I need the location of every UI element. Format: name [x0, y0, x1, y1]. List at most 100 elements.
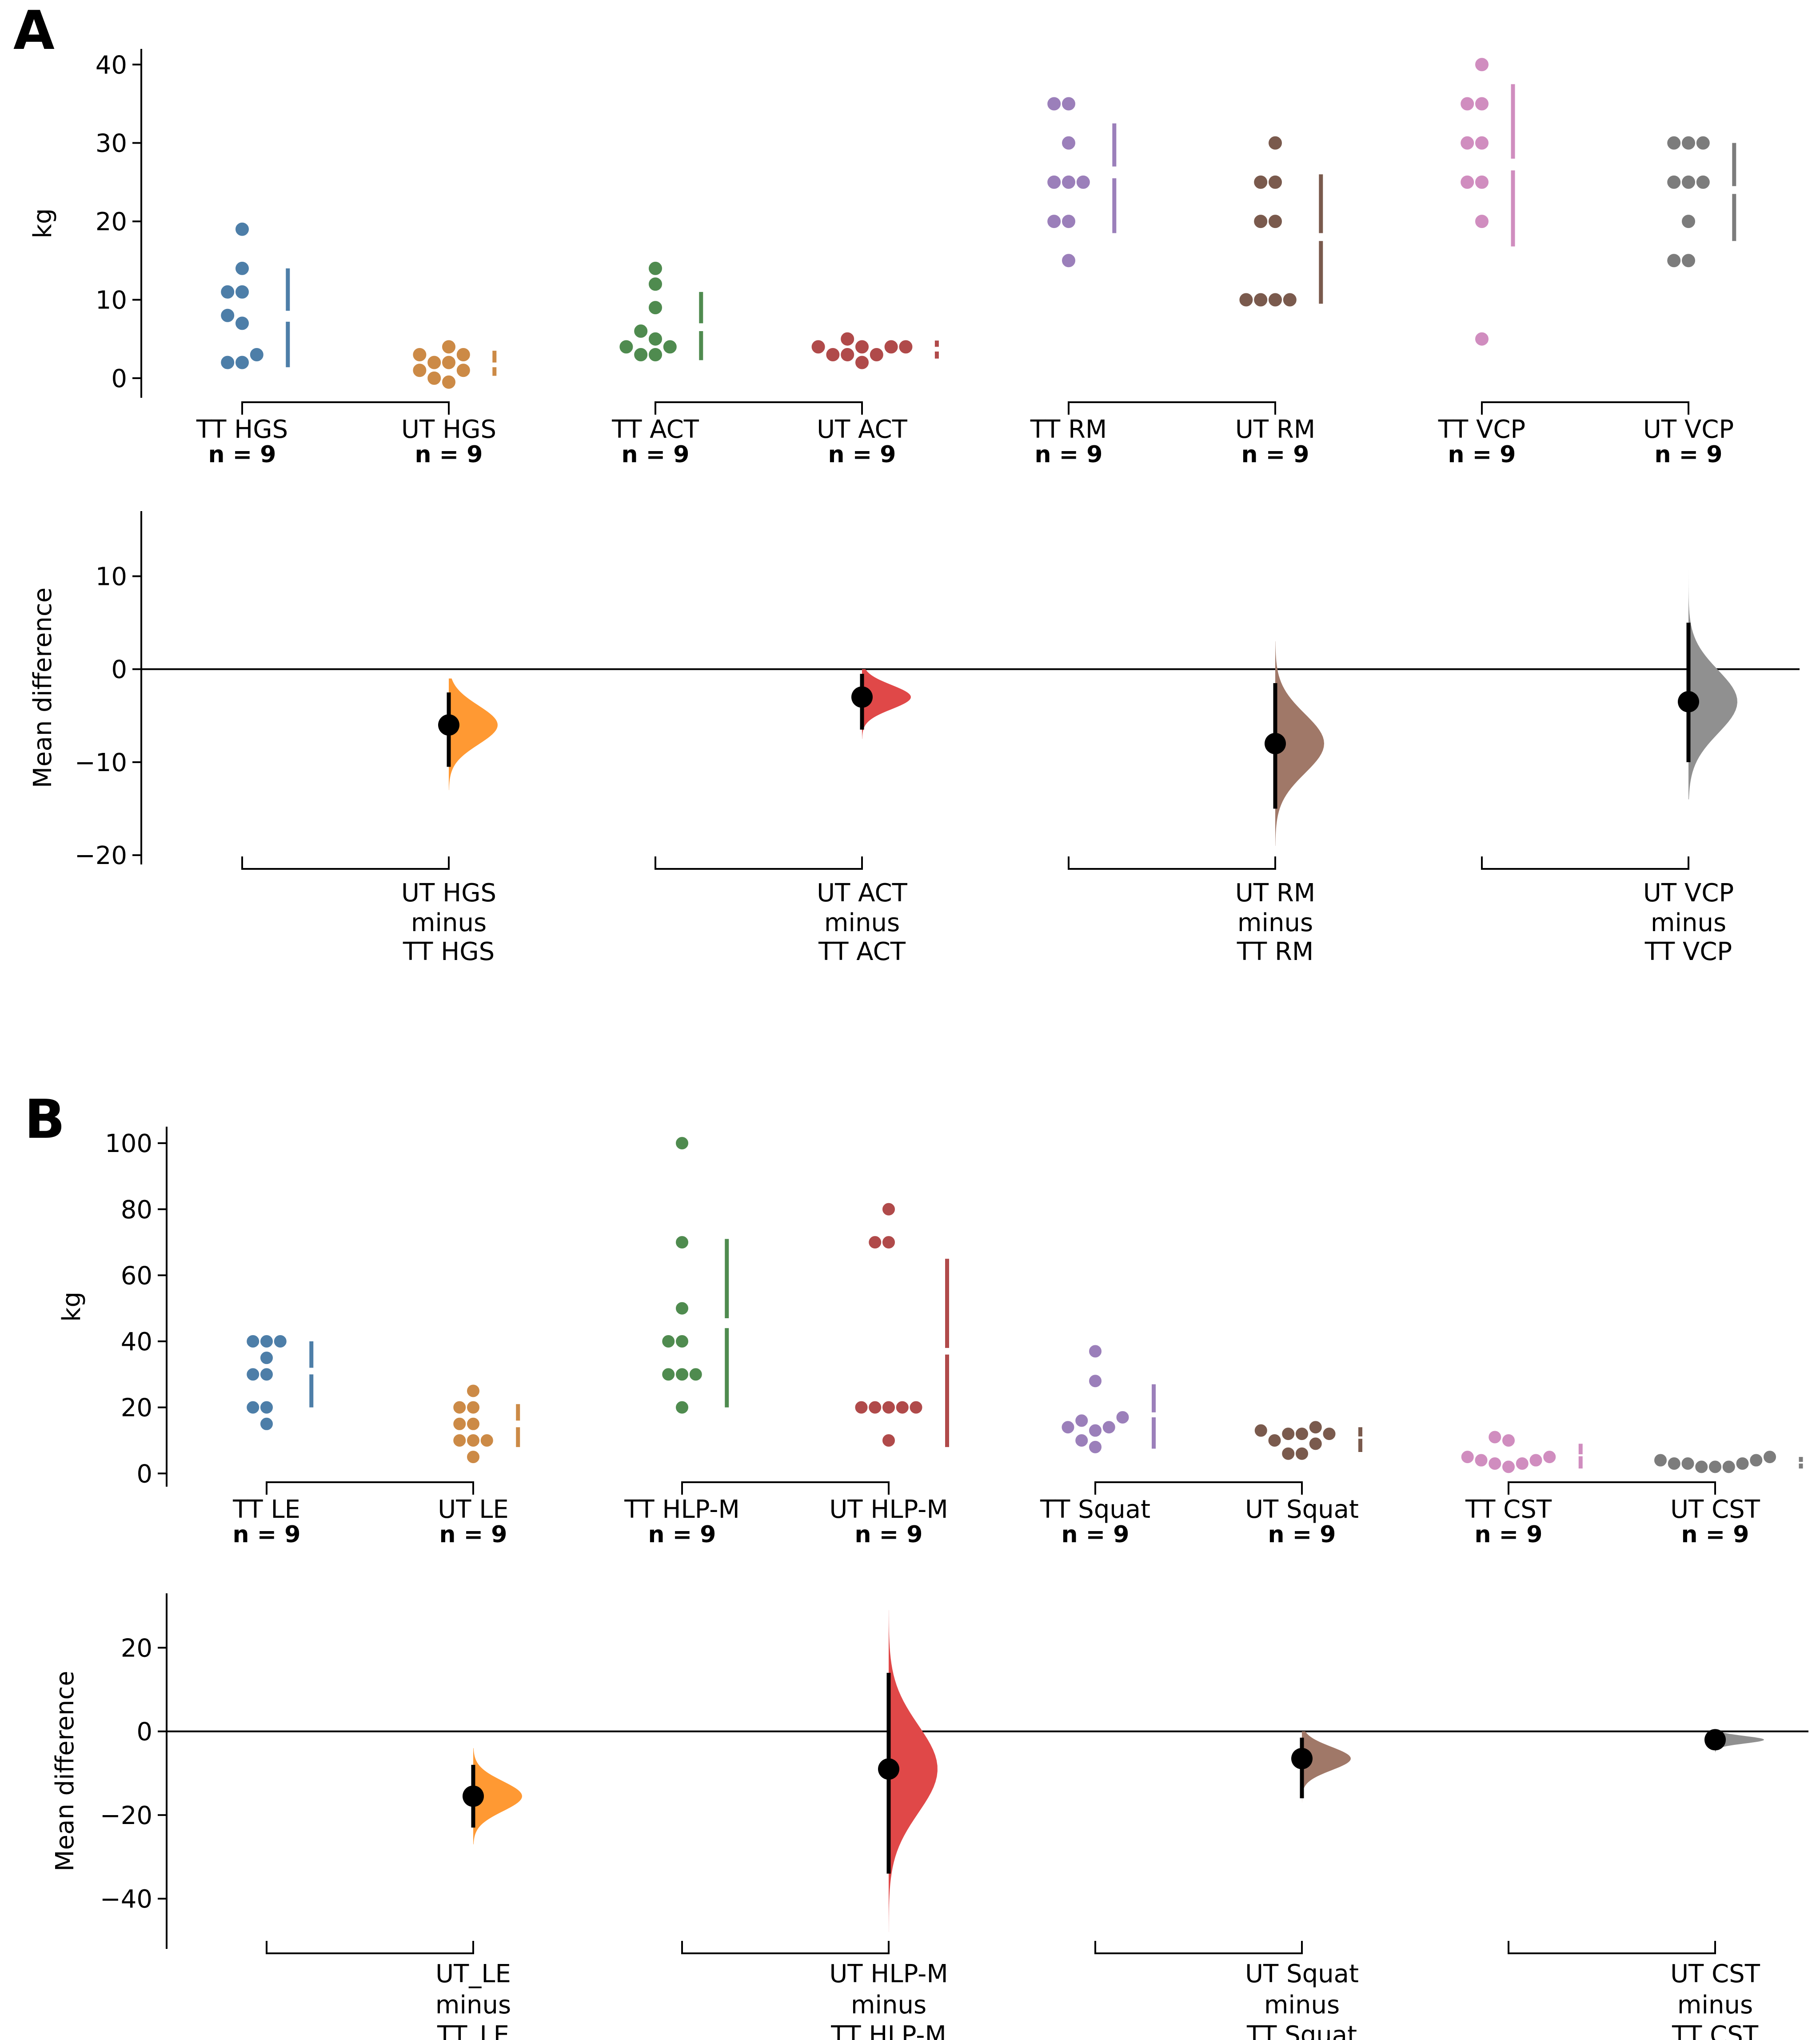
diff-bracket — [266, 1941, 474, 1954]
data-point — [427, 370, 442, 386]
data-point — [1061, 214, 1076, 229]
data-point — [1542, 1450, 1557, 1464]
comparison-label: UT VCP — [1643, 879, 1734, 908]
data-point — [661, 1334, 676, 1349]
comparison-label: minus — [435, 1991, 511, 2020]
data-point — [1308, 1420, 1323, 1435]
data-point — [882, 1400, 896, 1415]
group-label: TT CST — [1465, 1495, 1552, 1524]
group-n-label: n = 9 — [1062, 1521, 1130, 1548]
group-n-label: n = 9 — [1268, 1521, 1336, 1548]
data-point — [854, 339, 870, 355]
group-n-label: n = 9 — [622, 441, 690, 468]
comparison-label: UT_LE — [435, 1960, 511, 1988]
diff-bracket — [1094, 1941, 1303, 1954]
pair-bracket — [681, 1481, 890, 1495]
data-point — [235, 221, 250, 237]
group-n-label: n = 9 — [1681, 1521, 1749, 1548]
pair-bracket — [655, 401, 863, 415]
group-label: UT VCP — [1643, 415, 1734, 444]
y-axis-label: kg — [57, 1292, 86, 1322]
group-n-label: n = 9 — [648, 1521, 716, 1548]
y-tick-label: 0 — [111, 364, 127, 393]
mean-difference-point — [1704, 1729, 1726, 1751]
bootstrap-distribution — [473, 1748, 522, 1844]
comparison-label: TT HGS — [403, 937, 495, 966]
group-n-label: n = 9 — [415, 441, 483, 468]
group-label: UT RM — [1235, 415, 1315, 444]
pair-bracket — [241, 401, 450, 415]
bootstrap-distribution — [1275, 641, 1324, 846]
data-point — [840, 331, 855, 347]
group-label: TT ACT — [611, 415, 699, 444]
mean-difference-point — [851, 686, 873, 708]
data-point — [882, 1235, 896, 1250]
data-point — [235, 316, 250, 331]
data-point — [1074, 1433, 1089, 1448]
data-point — [854, 1400, 869, 1415]
data-point — [452, 1416, 467, 1431]
data-point — [1460, 1450, 1475, 1464]
data-point — [1681, 253, 1696, 268]
data-point — [246, 1367, 260, 1382]
data-point — [452, 1433, 467, 1448]
data-point — [1061, 253, 1076, 268]
group-n-label: n = 9 — [1655, 441, 1723, 468]
data-point — [1281, 1427, 1296, 1441]
panel-letter-b: B — [24, 1089, 65, 1151]
comparison-label: TT RM — [1237, 937, 1313, 966]
data-point — [1281, 1446, 1296, 1461]
data-point — [455, 347, 471, 362]
group-n-label: n = 9 — [439, 1521, 507, 1548]
data-point — [1515, 1456, 1529, 1471]
data-point — [1460, 174, 1475, 190]
y-tick-label: 0 — [136, 1460, 152, 1488]
y-tick-label: 30 — [96, 129, 127, 158]
data-point — [1681, 214, 1696, 229]
bootstrap-distribution — [862, 669, 911, 739]
data-point — [1061, 174, 1076, 190]
diff-y-tick-label: 10 — [96, 562, 127, 591]
bootstrap-distribution — [1302, 1731, 1351, 1803]
comparison-label: minus — [411, 908, 487, 937]
group-label: UT Squat — [1245, 1495, 1359, 1524]
data-point — [633, 347, 649, 362]
diff-y-axis-label: Mean difference — [51, 1671, 80, 1872]
data-point — [466, 1400, 480, 1415]
bootstrap-distribution — [449, 678, 498, 790]
data-point — [220, 284, 235, 300]
data-point — [1074, 1413, 1089, 1428]
group-label: TT RM — [1030, 415, 1107, 444]
data-point — [427, 355, 442, 370]
diff-y-tick-label: −20 — [75, 841, 127, 870]
data-point — [479, 1433, 494, 1448]
comparison-label: TT_LE — [437, 2021, 509, 2040]
mean-difference-point — [1265, 733, 1286, 755]
data-point — [235, 260, 250, 276]
comparison-label: UT ACT — [817, 879, 907, 908]
diff-bracket — [241, 856, 450, 870]
data-point — [412, 363, 427, 378]
diff-y-tick-label: 20 — [121, 1634, 152, 1663]
data-point — [825, 347, 841, 362]
data-point — [1474, 1453, 1489, 1468]
data-point — [466, 1433, 480, 1448]
data-point — [1061, 135, 1076, 151]
pair-bracket — [266, 1481, 474, 1495]
group-label: TT LE — [232, 1495, 300, 1524]
y-tick-label: 20 — [96, 208, 127, 236]
diff-bracket — [1068, 856, 1276, 870]
data-point — [441, 339, 456, 355]
data-point — [1295, 1446, 1309, 1461]
comparison-label: TT ACT — [818, 937, 906, 966]
pair-bracket — [1094, 1481, 1303, 1495]
data-point — [1046, 96, 1062, 112]
group-n-label: n = 9 — [1475, 1521, 1543, 1548]
data-point — [249, 347, 264, 362]
data-point — [1695, 174, 1711, 190]
data-point — [1474, 174, 1489, 190]
y-tick-label: 60 — [121, 1261, 152, 1290]
mean-difference-point — [1678, 691, 1699, 712]
comparison-label: UT CST — [1670, 1960, 1760, 1988]
data-point — [1681, 174, 1696, 190]
